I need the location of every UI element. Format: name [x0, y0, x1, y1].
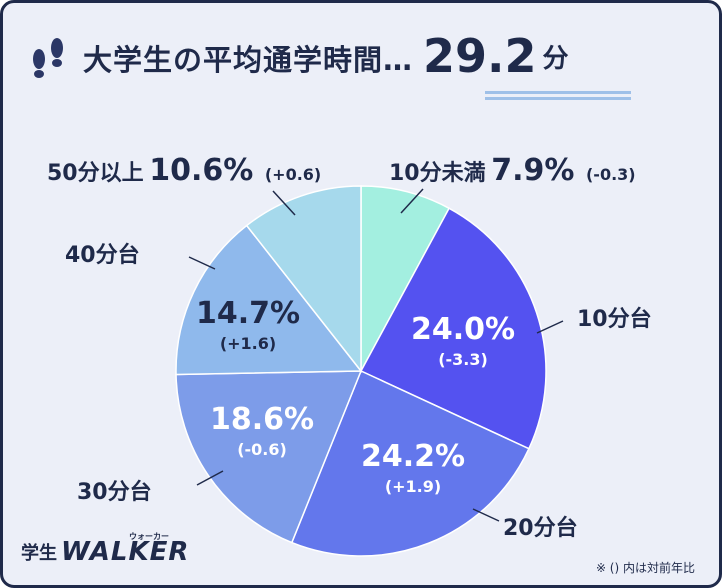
leader-line-4 [188, 256, 216, 270]
inner-label-20s: 24.2% (+1.9) [343, 440, 483, 496]
leader-line-5 [272, 190, 296, 216]
20s-percent: 24.2% [360, 439, 466, 474]
label-30s: 30分台 [77, 480, 152, 505]
leader-line-1 [536, 320, 564, 334]
title-underline-1 [485, 91, 631, 94]
title-underline-2 [485, 97, 631, 100]
30s-percent: 18.6% [209, 402, 315, 437]
pie-slice-0 [360, 185, 451, 372]
inner-label-30s: 18.6% (-0.6) [197, 403, 327, 459]
30s-change: (-0.6) [237, 440, 287, 459]
label-40s: 40分台 [65, 243, 140, 268]
40s-change: (+1.6) [219, 334, 277, 353]
gakusei-walker-logo: 学生 WALKER ウォーカー [21, 532, 190, 567]
label-under10: 10分未満 7.9% (-0.3) [389, 153, 636, 188]
50plus-category: 50分以上 [47, 161, 144, 186]
label-10s: 10分台 [577, 307, 652, 332]
leader-line-2 [472, 508, 500, 522]
leader-line-0 [400, 188, 424, 214]
title-text: 大学生の平均通学時間… [83, 43, 414, 77]
chart-title: 大学生の平均通学時間… 29.2 分 [25, 33, 569, 79]
pie-slice-3 [175, 370, 363, 544]
label-50plus: 50分以上 10.6% (+0.6) [47, 153, 321, 188]
pie-slice-4 [175, 224, 363, 376]
label-20s: 20分台 [503, 516, 578, 541]
average-unit: 分 [542, 44, 569, 74]
10s-change: (-3.3) [438, 350, 488, 369]
pie-slice-2 [290, 369, 530, 557]
pie-slice-5 [245, 185, 362, 374]
inner-label-40s: 14.7% (+1.6) [183, 297, 313, 353]
logo-walker: WALKER [61, 537, 190, 567]
average-value: 29.2 [423, 29, 537, 83]
logo-gakusei: 学生 [21, 543, 57, 564]
pie-slice-1 [359, 207, 547, 450]
footnote: ※ () 内は対前年比 [595, 561, 695, 575]
leader-line-3 [196, 470, 224, 486]
inner-label-10s: 24.0% (-3.3) [393, 313, 533, 369]
50plus-change: (+0.6) [264, 165, 322, 184]
footprints-icon [33, 38, 63, 78]
40s-percent: 14.7% [195, 296, 301, 331]
logo-kana: ウォーカー [129, 532, 169, 541]
under10-percent: 7.9% [491, 153, 575, 188]
10s-percent: 24.0% [410, 312, 516, 347]
50plus-percent: 10.6% [149, 153, 254, 188]
20s-change: (+1.9) [384, 477, 442, 496]
under10-category: 10分未満 [389, 161, 486, 186]
under10-change: (-0.3) [585, 165, 636, 184]
pie-chart [175, 185, 564, 557]
